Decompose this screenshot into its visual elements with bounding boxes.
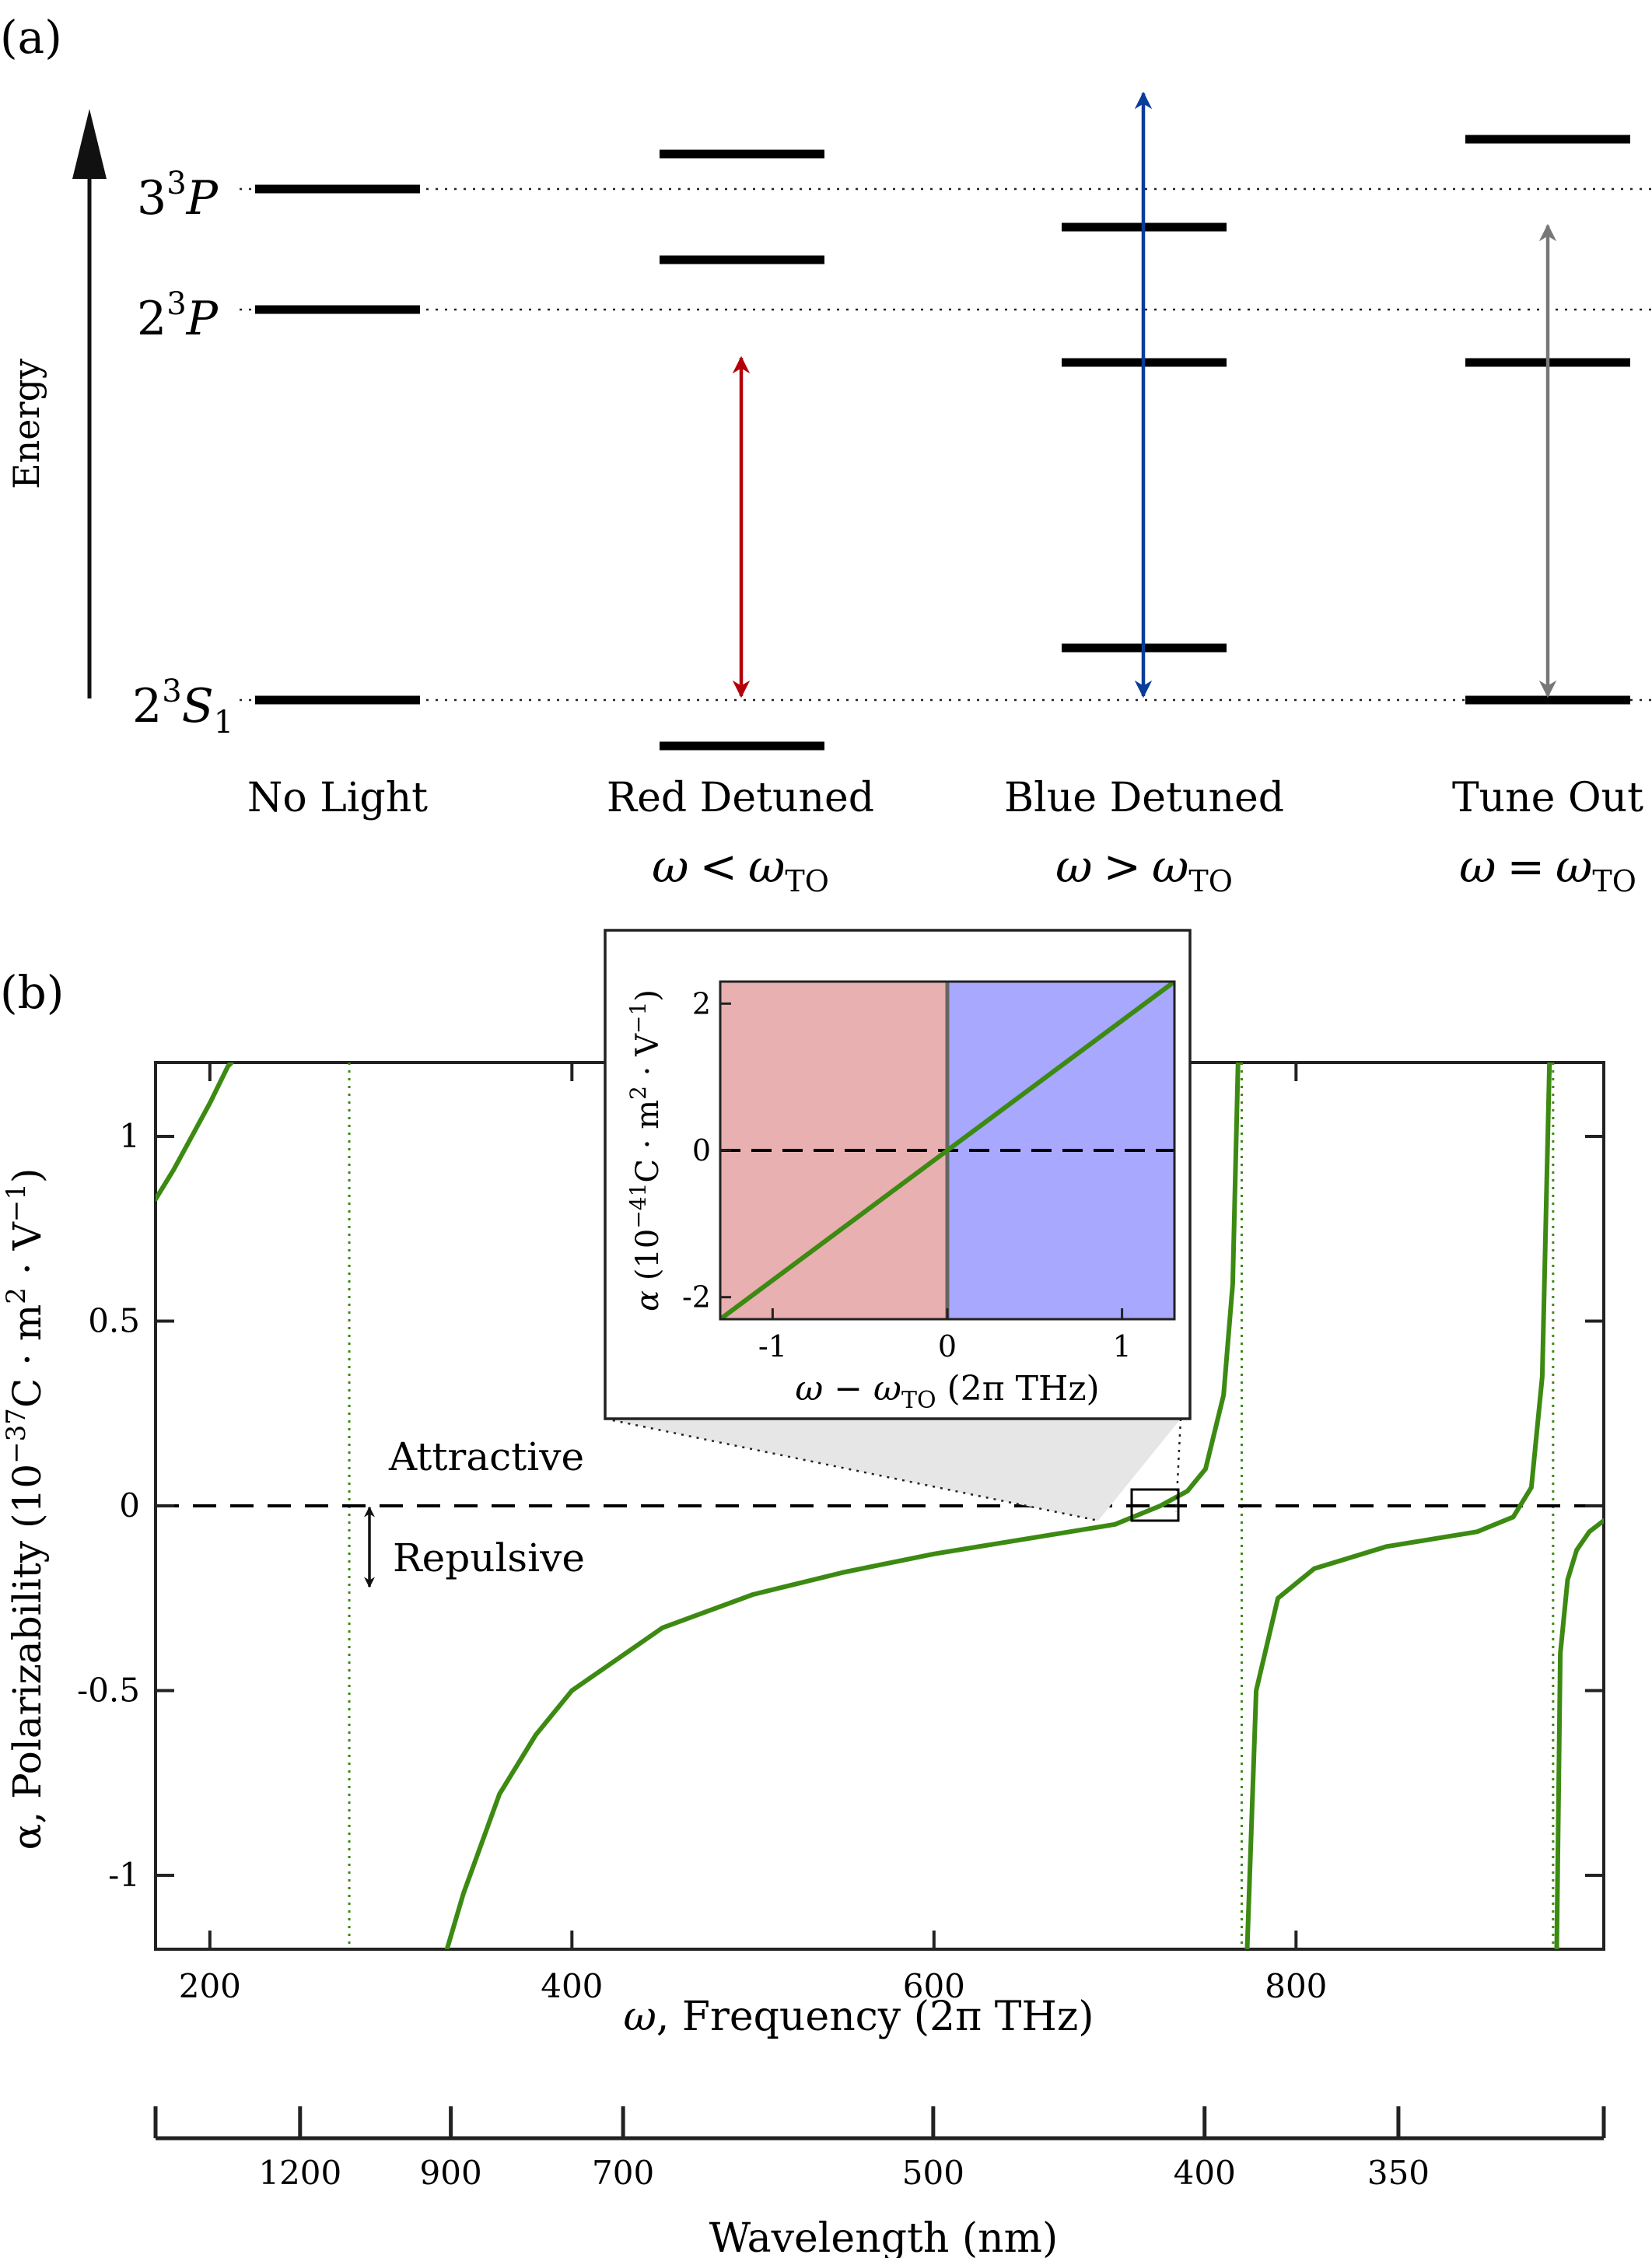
energy-axis-arrowhead (72, 109, 107, 179)
column-label-nolight: No Light (247, 775, 428, 821)
condition-tuneout: ω = ωTO (1459, 840, 1636, 898)
zoom-callout-shade (605, 1419, 1181, 1521)
wavelength-tick-label-0: 1200 (258, 2154, 341, 2192)
wavelength-tick-label-3: 500 (902, 2154, 964, 2192)
y-axis-label: α, Polarizability(10−37C · m2 · V−1) (1, 1168, 50, 1850)
wavelength-tick-labels: 1200 900 700 500 400 350 (258, 2154, 1430, 2192)
y-tick-label-1: -0.5 (77, 1672, 140, 1710)
inset-x-tick-label-1: 0 (938, 1329, 957, 1364)
wavelength-axis-label: Wavelength (nm) (709, 2215, 1059, 2258)
level-label-2p: 23P (137, 286, 219, 346)
main-axis-ticks (156, 1062, 1604, 1949)
polarizability-branch-2 (1244, 1062, 1552, 1949)
attractive-label: Attractive (388, 1434, 584, 1479)
x-tick-label-2: 600 (903, 1967, 965, 2005)
inset-y-tick-label-0: -2 (682, 1280, 711, 1315)
inset-y-tick-label-2: 2 (692, 986, 711, 1020)
inset-x-tick-label-2: 1 (1113, 1329, 1132, 1364)
column-label-blue: Blue Detuned (1004, 775, 1284, 821)
column-label-tuneout: Tune Out (1452, 775, 1643, 821)
inset-axis-ticks (720, 1002, 1124, 1319)
polarizability-branch-1 (444, 1062, 1241, 1949)
x-tick-label-0: 200 (179, 1967, 241, 2005)
zoom-box (1130, 1488, 1180, 1522)
y-tick-label-3: 0.5 (88, 1302, 140, 1340)
panel-b-label: (b) (0, 966, 64, 1019)
condition-red: ω < ωTO (652, 840, 829, 898)
energy-axis-label: Energy (5, 359, 47, 489)
panel-a: (a) Energy 33P 23P 23S1 (0, 11, 1652, 898)
inset: -1 0 1 -2 0 2 ω − ωTO (2π THz) α (10−41C · m2… (604, 929, 1192, 1420)
y-tick-label-0: -1 (108, 1856, 140, 1894)
energy-levels (255, 135, 1630, 751)
x-tick-label-3: 800 (1265, 1967, 1327, 2005)
main-axis-tick-labels: 200 400 600 800 -1 -0.5 0 0.5 1 (77, 1117, 1327, 2005)
panel-a-label: (a) (0, 11, 62, 64)
wavelength-axis-ticks (153, 2106, 1606, 2138)
inset-polarizability-line-0 (720, 982, 1174, 1319)
inset-x-tick-label-0: -1 (758, 1329, 787, 1364)
level-label-3p: 33P (137, 166, 219, 226)
inset-y-axis-label: α (10−41C · m2 · V−1) (625, 989, 666, 1311)
repulsive-label: Repulsive (393, 1535, 585, 1581)
polarizability-branch-3 (1554, 1518, 1604, 1949)
x-tick-label-1: 400 (541, 1967, 603, 2005)
x-axis-label: ω, Frequency (2π THz) (623, 1994, 1094, 2040)
inset-y-tick-label-1: 0 (692, 1133, 711, 1168)
wavelength-tick-label-4: 400 (1174, 2154, 1236, 2192)
wavelength-tick-label-2: 700 (592, 2154, 654, 2192)
polarizability-branch-0 (156, 1062, 234, 1202)
column-label-red: Red Detuned (607, 775, 874, 821)
inset-x-axis-label: ω − ωTO (2π THz) (795, 1369, 1099, 1414)
wavelength-tick-label-5: 350 (1367, 2154, 1430, 2192)
wavelength-tick-label-1: 900 (420, 2154, 482, 2192)
reference-lines (240, 187, 1652, 702)
polarizability-curves (156, 1062, 1604, 1949)
y-tick-label-2: 0 (119, 1486, 140, 1525)
inset-plot-lines (720, 982, 1174, 1319)
level-label-2s1: 23S1 (132, 674, 233, 740)
zoom-callout-line-right (1174, 1418, 1182, 1513)
panel-b: (b) 200 400 600 800-1-0.500.51 ω, Frequency… (0, 966, 1606, 2258)
inset-tick-labels: -1 0 1 -2 0 2 (682, 986, 1132, 1364)
condition-blue: ω > ωTO (1055, 840, 1233, 898)
y-tick-label-4: 1 (119, 1117, 140, 1155)
